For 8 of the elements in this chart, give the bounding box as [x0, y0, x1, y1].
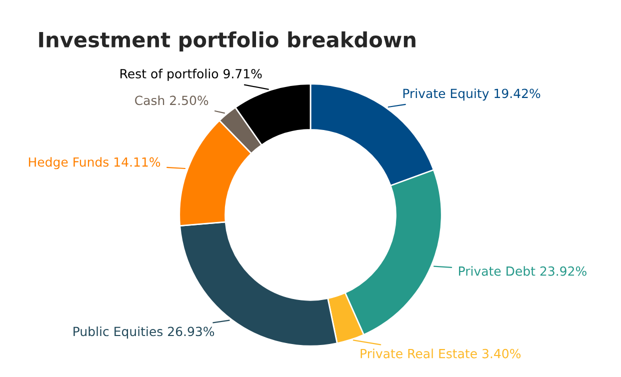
slice-label: Cash 2.50%: [135, 95, 208, 106]
slice-label: Public Equities 26.93%: [74, 326, 214, 339]
slice-label: Private Real Estate 3.40%: [360, 348, 521, 358]
slice-label: Hedge Funds 14.11%: [28, 157, 160, 170]
slice-label: Private Equity 19.42%: [403, 88, 540, 101]
chart-title: Investment portfolio breakdown: [39, 31, 416, 52]
slice-label: Rest of portfolio 9.71%: [120, 68, 262, 81]
slice-label: Private Debt 23.92%: [459, 266, 586, 276]
